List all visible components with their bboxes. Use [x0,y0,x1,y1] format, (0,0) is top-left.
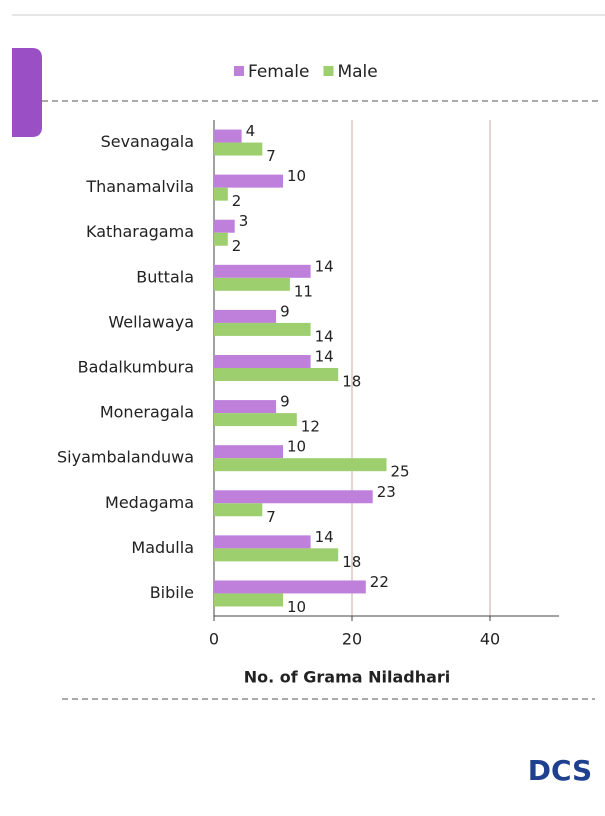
data-label: 9 [280,393,290,411]
legend-swatch [323,66,334,76]
data-label: 18 [342,373,361,391]
bar [214,490,373,504]
legend-label: Female [248,62,309,82]
bar [214,355,311,368]
bar [214,264,311,278]
x-axis-label: No. of Grama Niladhari [244,668,451,687]
x-tick-label: 40 [480,630,500,649]
y-tick-label: Medagama [105,493,194,512]
bar [214,400,277,414]
legend-label: Male [337,62,377,82]
bar [214,129,242,143]
data-label: 25 [391,463,410,481]
data-label: 23 [377,483,396,501]
bar [214,187,228,201]
bar [214,593,283,607]
data-label: 11 [294,282,313,300]
y-tick-label: Katharagama [86,222,194,241]
bar [214,142,263,156]
data-label: 10 [287,167,306,185]
bar [214,535,311,549]
data-label: 14 [315,257,334,275]
data-label: 14 [315,528,334,546]
bar [214,309,277,323]
y-tick-label: Siyambalanduwa [57,448,194,467]
data-label: 10 [287,438,306,456]
bar [214,232,228,246]
bar [214,503,263,517]
data-label: 4 [246,122,256,140]
bar [214,458,387,472]
x-tick-label: 0 [209,630,219,649]
side-tab [12,48,42,137]
data-label: 3 [239,212,249,230]
y-tick-label: Buttala [136,267,194,286]
data-label: 14 [315,327,334,345]
data-label: 2 [232,237,242,255]
data-label: 10 [287,598,306,616]
y-tick-label: Wellawaya [108,312,194,331]
x-tick-label: 20 [342,630,362,649]
y-tick-label: Sevanagala [101,132,194,151]
bar [214,368,339,381]
y-tick-label: Moneragala [100,403,194,422]
data-label: 7 [266,508,276,526]
y-tick-label: Badalkumbura [78,358,194,377]
logo: DCS [528,754,592,787]
y-tick-label: Thanamalvila [85,177,194,196]
data-label: 14 [315,348,334,366]
bar [214,445,283,459]
bar [214,174,283,188]
bar [214,277,290,291]
data-label: 18 [342,553,361,571]
data-label: 9 [280,302,290,320]
y-tick-label: Madulla [131,538,194,557]
bar [214,219,235,233]
data-label: 22 [370,573,389,591]
data-label: 12 [301,418,320,436]
legend-swatch [234,66,244,76]
bar [214,413,297,427]
data-label: 7 [266,147,276,165]
data-label: 2 [232,192,242,210]
bar [214,322,311,336]
bar [214,548,339,562]
y-tick-label: Bibile [150,583,194,602]
bar [214,580,366,594]
